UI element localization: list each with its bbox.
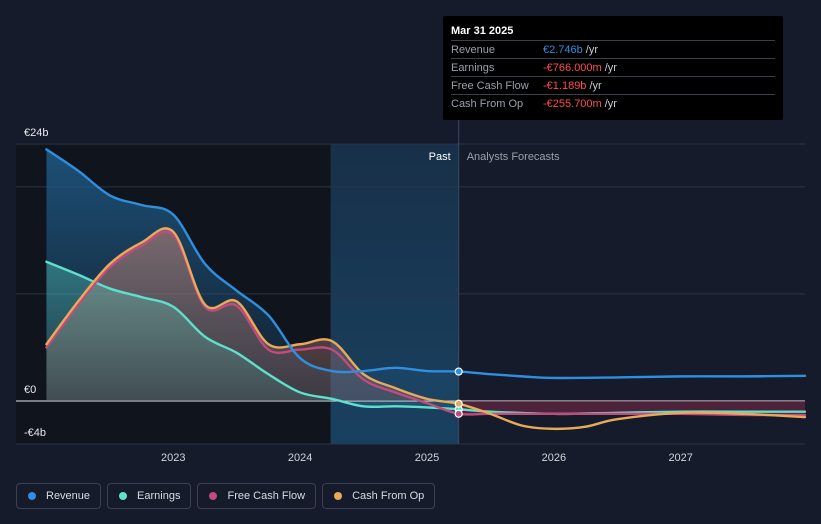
revenue-line [45, 148, 807, 380]
tooltip-date: Mar 31 2025 [451, 25, 514, 37]
cash-from-op-line [45, 227, 807, 431]
tooltip-label: Revenue [451, 43, 496, 56]
legend-label: Revenue [46, 490, 91, 502]
legend-dot-icon [119, 492, 128, 500]
x-tick-label: 2027 [668, 452, 692, 464]
tooltip-value: -€766.000m [543, 61, 602, 74]
x-tick-label: 2024 [288, 452, 312, 464]
x-tick-label: 2025 [415, 452, 439, 464]
legend-item-revenue[interactable]: Revenue [16, 483, 102, 509]
cash-from-op-marker [454, 399, 463, 408]
legend-item-earnings[interactable]: Earnings [107, 483, 192, 509]
tooltip-row-revenue: Revenue €2.746b /yr [451, 40, 775, 58]
legend-label: Cash From Op [352, 490, 425, 502]
free-cash-flow-line [45, 230, 807, 417]
earnings-area [46, 261, 459, 410]
past-label: Past [429, 151, 451, 163]
tooltip-unit: /yr [589, 79, 602, 92]
tooltip-panel: Mar 31 2025 Revenue €2.746b /yr Earnings… [443, 16, 783, 120]
tooltip-label: Free Cash Flow [451, 79, 529, 92]
revenue-marker [454, 367, 463, 376]
tooltip-row-free-cash-flow: Free Cash Flow -€1.189b /yr [451, 76, 775, 94]
legend-dot-icon [28, 492, 36, 500]
tooltip-unit: /yr [585, 43, 598, 56]
legend-dot-icon [334, 492, 343, 500]
legend-dot-icon [209, 492, 218, 500]
y-tick-label: -€4b [24, 427, 46, 439]
tooltip-row-earnings: Earnings -€766.000m /yr [451, 58, 775, 76]
tooltip-unit: /yr [604, 97, 617, 110]
legend-item-cash-from-op[interactable]: Cash From Op [322, 483, 436, 509]
tooltip-value: -€255.700m [543, 97, 602, 110]
legend-label: Free Cash Flow [227, 490, 306, 502]
legend-label: Earnings [137, 490, 181, 502]
y-tick-label: €24b [24, 127, 48, 139]
legend-item-free-cash-flow[interactable]: Free Cash Flow [197, 483, 317, 509]
tooltip-row-cash-from-op: Cash From Op -€255.700m /yr [451, 94, 775, 112]
free-cash-flow-marker [454, 409, 463, 418]
forecast-label: Analysts Forecasts [467, 151, 560, 163]
tooltip-label: Cash From Op [451, 97, 524, 110]
x-tick-label: 2026 [542, 452, 566, 464]
tooltip-unit: /yr [604, 61, 617, 74]
tooltip-value: €2.746b [543, 43, 583, 56]
chart-legend: Revenue Earnings Free Cash Flow Cash Fro… [16, 483, 436, 509]
tooltip-value: -€1.189b [543, 79, 587, 92]
y-tick-label: €0 [24, 384, 36, 396]
tooltip-label: Earnings [451, 61, 495, 74]
x-tick-label: 2023 [161, 452, 185, 464]
